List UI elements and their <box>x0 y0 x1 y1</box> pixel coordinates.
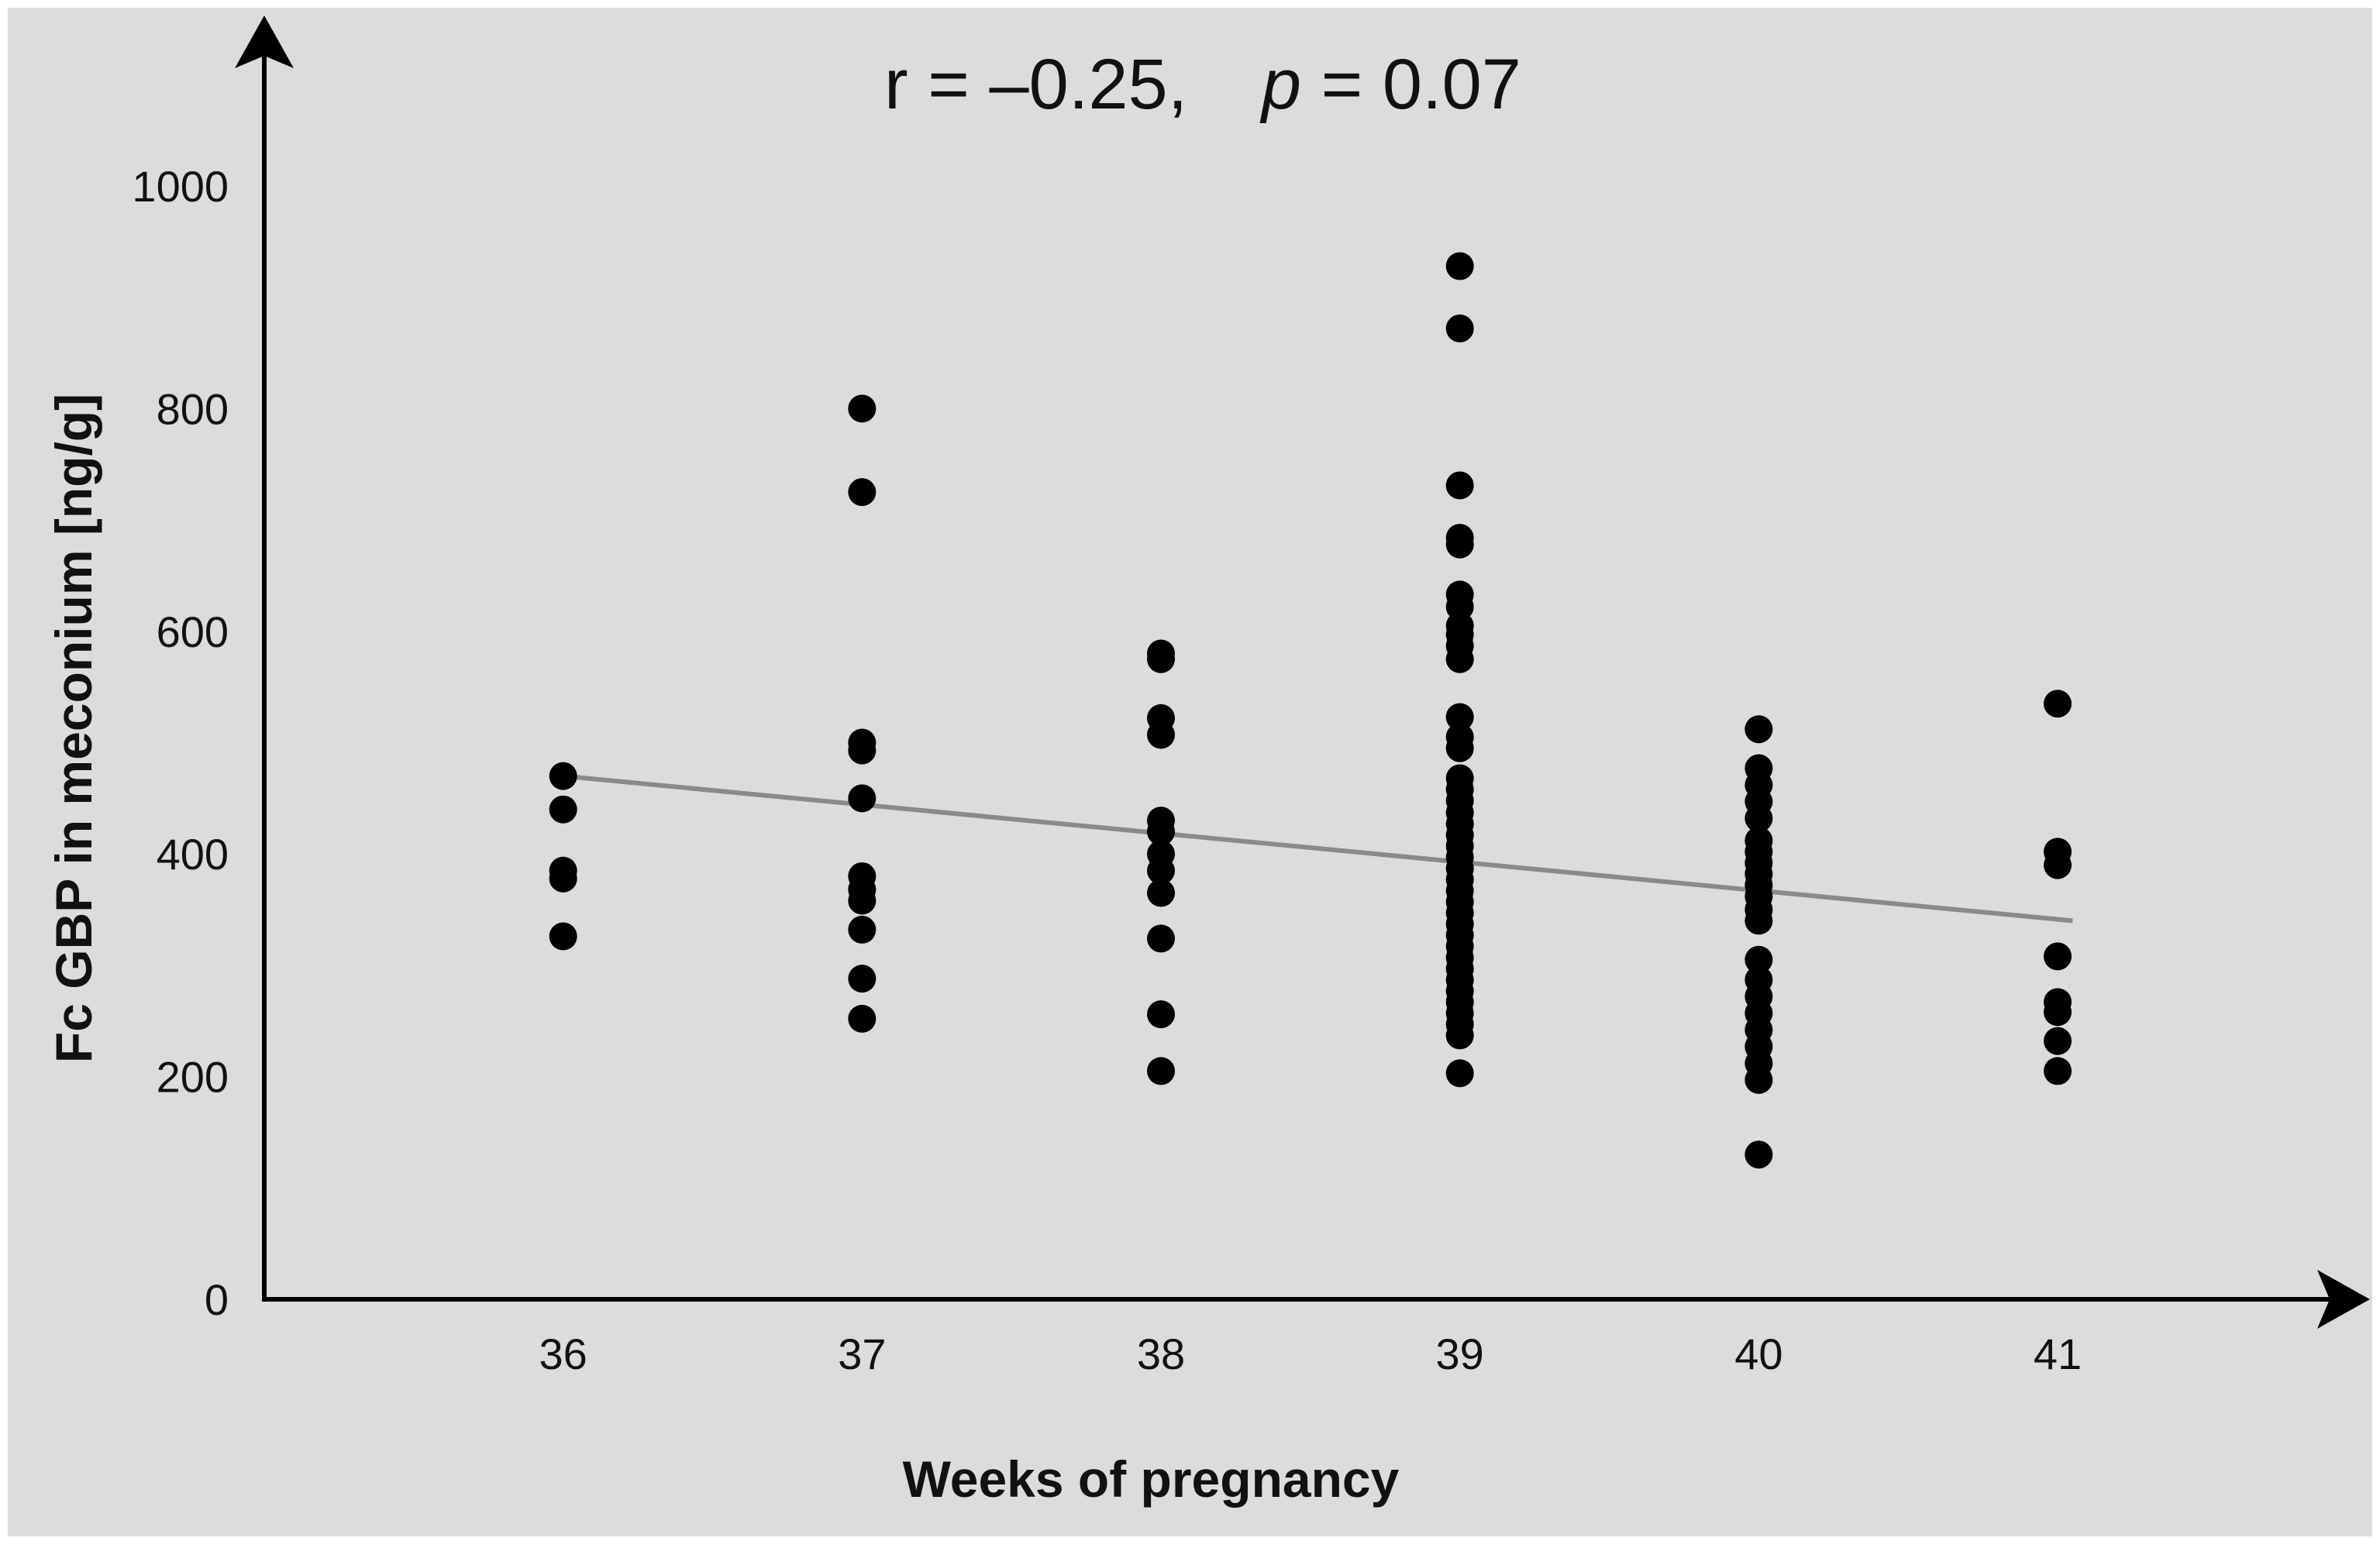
x-tick-label: 41 <box>2034 1330 2082 1378</box>
data-point <box>1147 924 1176 953</box>
data-point <box>1745 1140 1773 1169</box>
data-point <box>549 762 577 790</box>
data-point <box>848 394 877 423</box>
data-point <box>2044 851 2072 879</box>
y-tick-label: 1000 <box>132 162 229 211</box>
data-point <box>1445 1021 1474 1050</box>
data-point <box>1445 314 1474 342</box>
data-point <box>1745 945 1773 974</box>
data-point <box>1445 734 1474 762</box>
data-point <box>1147 1057 1176 1085</box>
data-point <box>848 965 877 993</box>
stats-r-value: r = –0.25, <box>884 45 1187 124</box>
data-point <box>2044 690 2072 718</box>
y-tick-label: 600 <box>157 607 229 656</box>
y-tick-label: 200 <box>157 1053 229 1102</box>
data-point <box>1445 645 1474 673</box>
x-tick-label: 38 <box>1137 1330 1185 1378</box>
data-point <box>549 864 577 893</box>
data-point <box>848 736 877 765</box>
data-point <box>1445 703 1474 731</box>
data-point <box>1445 530 1474 559</box>
data-point <box>1445 1059 1474 1088</box>
data-point <box>1745 804 1773 833</box>
data-point <box>1745 906 1773 935</box>
plot-background <box>8 8 2372 1536</box>
data-point <box>2044 942 2072 971</box>
stats-annotation: r = –0.25, p = 0.07 <box>884 45 1521 124</box>
trend-line <box>563 773 2073 924</box>
data-point <box>848 886 877 915</box>
x-axis-arrow <box>2317 1270 2370 1329</box>
data-point <box>549 922 577 951</box>
y-tick-label: 800 <box>157 384 229 433</box>
data-point <box>848 915 877 944</box>
data-point <box>1147 879 1176 907</box>
data-point <box>1147 721 1176 749</box>
data-point <box>848 478 877 507</box>
data-point <box>848 784 877 813</box>
x-tick-label: 40 <box>1734 1330 1782 1378</box>
x-tick-label: 39 <box>1436 1330 1484 1378</box>
stats-p-value: = 0.07 <box>1321 45 1521 124</box>
y-tick-label: 400 <box>157 830 229 879</box>
y-tick-label: 0 <box>205 1275 229 1324</box>
y-axis-arrow <box>235 15 294 68</box>
data-point <box>848 1004 877 1033</box>
data-point <box>549 795 577 824</box>
data-point <box>2044 1057 2072 1085</box>
data-point <box>1745 715 1773 744</box>
x-axis-title: Weeks of pregnancy <box>903 1450 1400 1508</box>
data-point <box>1147 645 1176 673</box>
x-tick-label: 36 <box>539 1330 587 1378</box>
data-point <box>2044 1027 2072 1055</box>
data-point <box>1147 1000 1176 1029</box>
data-point <box>1445 252 1474 280</box>
data-point <box>1745 1065 1773 1094</box>
data-point <box>2044 998 2072 1027</box>
data-point <box>1445 471 1474 500</box>
y-axis-title: Fc GBP in meconium [ng/g] <box>45 394 102 1063</box>
data-point <box>1147 856 1176 885</box>
stats-p-symbol: p <box>1259 45 1301 124</box>
x-tick-label: 37 <box>838 1330 886 1378</box>
data-point <box>1147 817 1176 846</box>
